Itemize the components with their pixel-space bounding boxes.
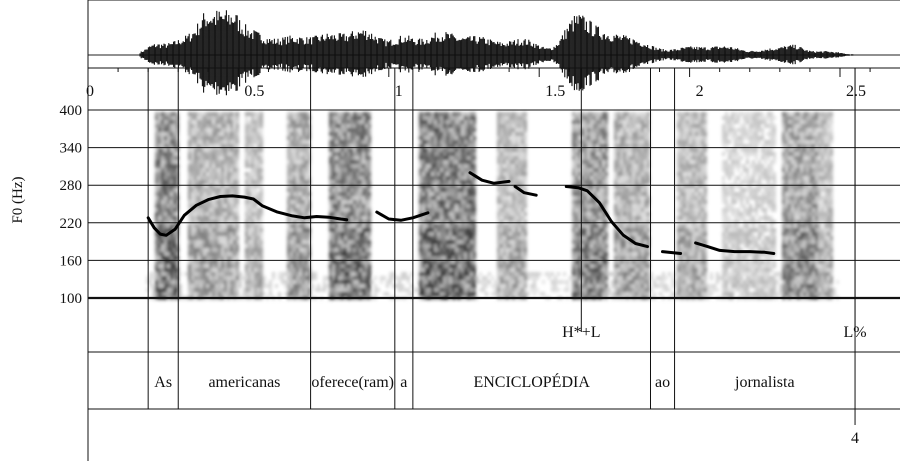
y-tick-label: 400 xyxy=(60,103,83,119)
word-label: ENCICLOPÉDIA xyxy=(473,372,590,391)
word-label: americanas xyxy=(208,374,280,391)
f0-segment xyxy=(661,250,683,255)
f0-grid xyxy=(88,109,900,300)
x-tick-label: 2.5 xyxy=(846,83,866,100)
x-tick-label: 0 xyxy=(86,83,94,100)
f0-segment xyxy=(146,194,349,237)
y-tick-label: 220 xyxy=(60,216,83,232)
f0-segment xyxy=(375,210,430,222)
x-tick-label: 0.5 xyxy=(244,83,264,100)
tier-labels: H*+L L% As americanas oferece(ram) a ENCICLOPÉ… xyxy=(154,324,866,447)
f0-segment xyxy=(513,185,538,197)
axes: 0 0.5 1 1.5 2 2.5 100 160 220 280 340 400 xyxy=(60,67,900,307)
f0-segment xyxy=(564,185,649,249)
word-label: As xyxy=(154,374,172,391)
f0-contour xyxy=(146,171,776,255)
y-tick-label: 340 xyxy=(60,141,83,157)
word-label: jornalista xyxy=(734,374,795,391)
word-label: ao xyxy=(655,374,670,391)
tone-label: L% xyxy=(843,324,866,341)
break-index-label: 4 xyxy=(851,430,859,447)
waveform xyxy=(88,10,900,96)
x-tick-label: 2 xyxy=(696,83,704,100)
annotation-tiers xyxy=(87,0,900,461)
x-tick-label: 1 xyxy=(395,83,403,100)
tone-label: H*+L xyxy=(562,324,600,341)
f0-segment xyxy=(468,171,511,185)
f0-segment xyxy=(694,241,776,255)
word-label: oferece(ram) xyxy=(311,374,394,391)
word-label: a xyxy=(400,374,407,391)
y-tick-label: 160 xyxy=(60,253,83,269)
spectrogram xyxy=(146,112,839,300)
y-tick-label: 280 xyxy=(60,178,83,194)
y-axis-label: F0 (Hz) xyxy=(10,176,26,223)
y-tick-label: 100 xyxy=(60,291,83,307)
waveform-trace xyxy=(139,10,854,96)
x-tick-label: 1.5 xyxy=(545,83,565,100)
